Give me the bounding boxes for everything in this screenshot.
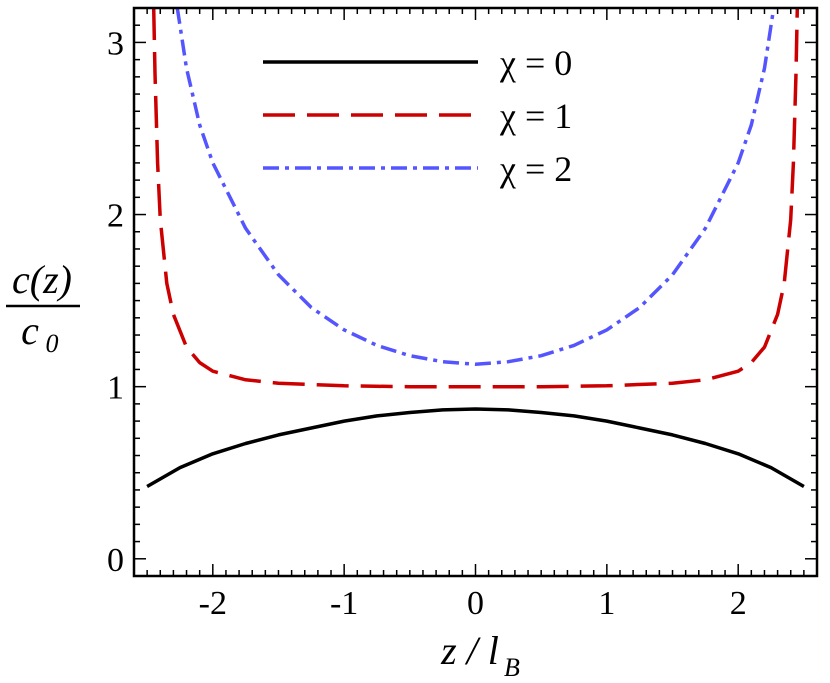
legend: χ = 0 χ = 1 χ = 2: [263, 43, 572, 189]
legend-label-1: χ = 1: [499, 96, 572, 136]
y-axis-label-numerator: c(z): [12, 257, 72, 302]
series-line-2: [175, 8, 776, 367]
y-tick-label: 3: [107, 25, 124, 62]
y-tick-labels: 0 1 2 3: [107, 25, 124, 578]
x-tick-label: 0: [467, 585, 484, 622]
x-tick-label: -2: [199, 585, 227, 622]
series-line-1: [151, 8, 800, 389]
legend-label-2: χ = 2: [499, 149, 572, 189]
x-axis-label-subscript: B: [504, 653, 520, 682]
legend-label-0: χ = 0: [499, 43, 572, 83]
y-tick-label: 0: [107, 542, 124, 579]
x-tick-label: 2: [730, 585, 747, 622]
x-tick-labels: -2 -1 0 1 2: [199, 585, 747, 622]
series-line-0: [146, 407, 805, 489]
y-tick-label: 2: [107, 198, 124, 235]
x-axis-label: z / l: [440, 628, 499, 673]
x-tick-label: 1: [598, 585, 615, 622]
series-layer: [146, 8, 805, 489]
x-tick-label: -1: [330, 585, 358, 622]
y-axis-label-denominator-subscript: 0: [46, 329, 59, 358]
y-tick-label: 1: [107, 370, 124, 407]
y-axis-label-denominator: c: [21, 308, 39, 353]
plot-frame: [132, 6, 819, 578]
axis-ticks: [134, 7, 817, 576]
